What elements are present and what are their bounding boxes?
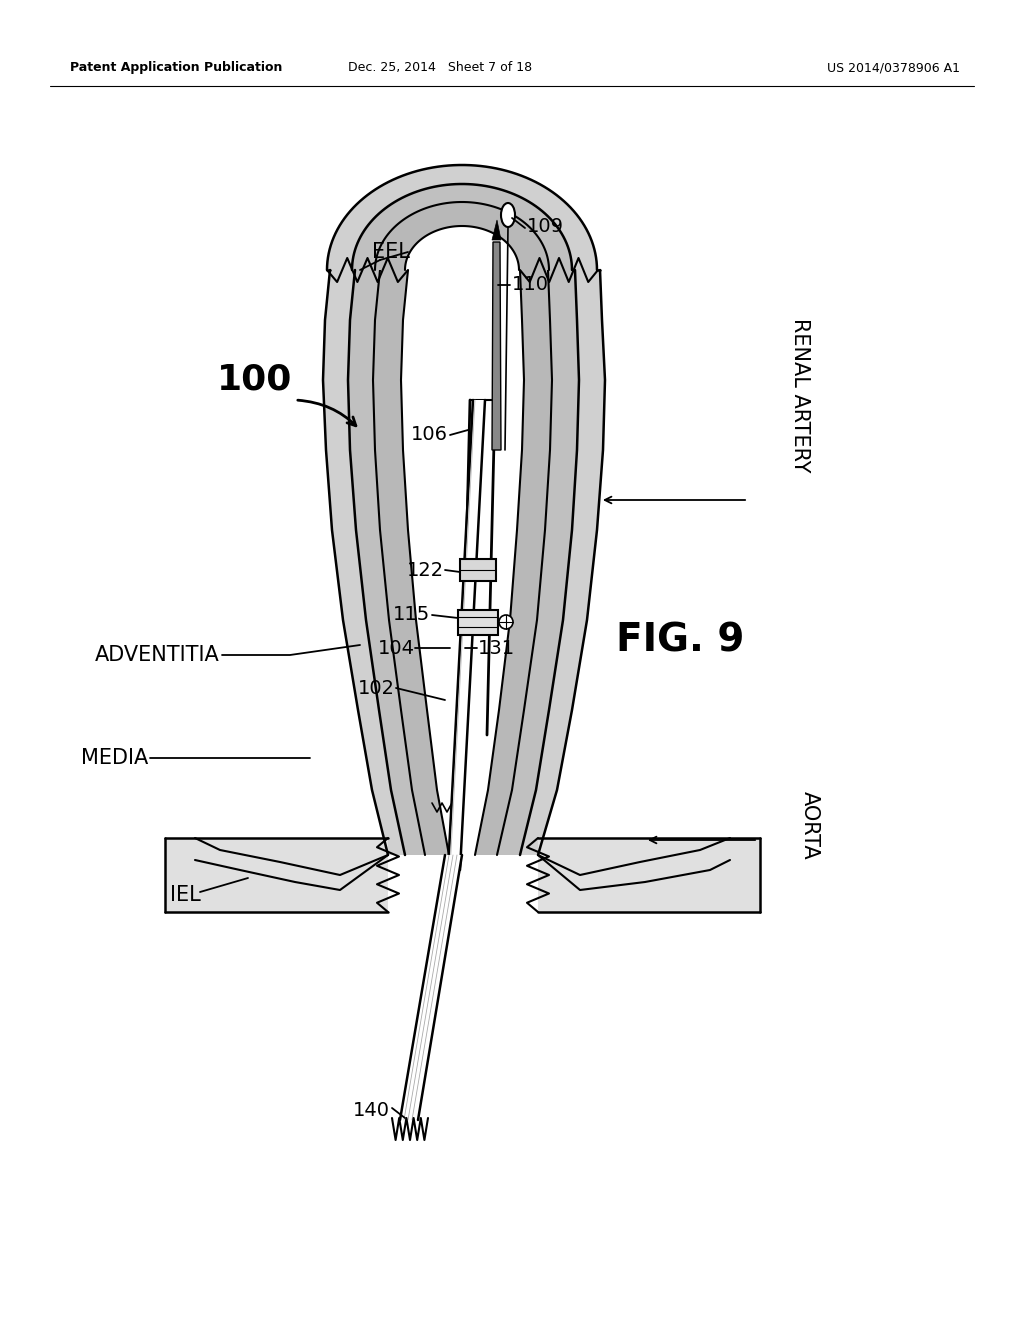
Text: 109: 109 <box>527 216 564 235</box>
Polygon shape <box>400 855 462 1119</box>
Text: 100: 100 <box>217 363 293 397</box>
Text: 110: 110 <box>512 276 549 294</box>
Ellipse shape <box>499 615 513 630</box>
Ellipse shape <box>501 203 515 227</box>
Polygon shape <box>323 271 406 855</box>
Polygon shape <box>475 271 552 855</box>
Text: 131: 131 <box>478 639 515 657</box>
Polygon shape <box>462 400 495 735</box>
Text: RENAL ARTERY: RENAL ARTERY <box>790 318 810 473</box>
Text: EEL: EEL <box>372 242 410 261</box>
Text: 102: 102 <box>358 678 395 697</box>
Polygon shape <box>497 271 579 855</box>
Polygon shape <box>538 838 730 890</box>
Text: Patent Application Publication: Patent Application Publication <box>70 62 283 74</box>
Polygon shape <box>449 400 485 870</box>
Text: 122: 122 <box>407 561 444 579</box>
Polygon shape <box>401 271 524 855</box>
Polygon shape <box>195 838 388 890</box>
Text: 115: 115 <box>393 606 430 624</box>
Bar <box>458 610 498 635</box>
Text: Dec. 25, 2014   Sheet 7 of 18: Dec. 25, 2014 Sheet 7 of 18 <box>348 62 532 74</box>
Bar <box>460 558 496 581</box>
Text: 106: 106 <box>411 425 449 445</box>
Text: ADVENTITIA: ADVENTITIA <box>95 645 220 665</box>
Polygon shape <box>373 271 449 855</box>
Polygon shape <box>492 242 501 450</box>
Polygon shape <box>375 202 549 271</box>
Text: IEL: IEL <box>170 884 201 906</box>
Text: 104: 104 <box>378 639 415 657</box>
Text: AORTA: AORTA <box>800 791 820 859</box>
Polygon shape <box>406 226 519 271</box>
Polygon shape <box>165 838 388 912</box>
Polygon shape <box>538 838 760 912</box>
Text: MEDIA: MEDIA <box>81 748 148 768</box>
Text: 140: 140 <box>353 1101 390 1119</box>
Polygon shape <box>492 220 501 240</box>
Polygon shape <box>348 271 425 855</box>
Text: FIG. 9: FIG. 9 <box>615 620 744 659</box>
Polygon shape <box>327 165 597 271</box>
Text: US 2014/0378906 A1: US 2014/0378906 A1 <box>827 62 961 74</box>
Polygon shape <box>352 183 572 271</box>
Polygon shape <box>520 271 605 855</box>
